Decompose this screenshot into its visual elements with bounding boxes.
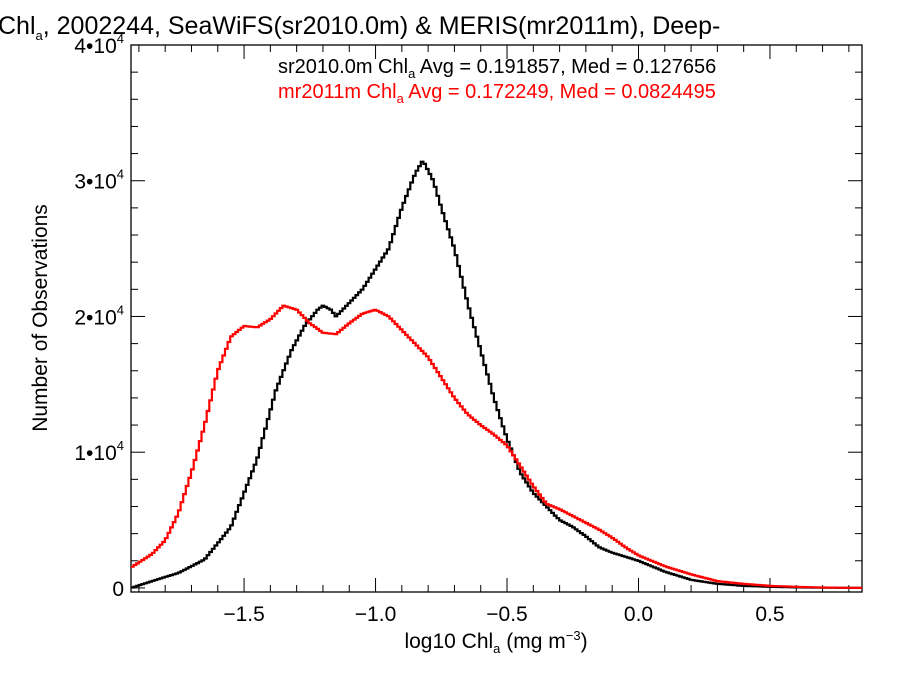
x-tick-label: 0.5 [755,603,784,626]
x-axis-label: log10 Chla (mg m−3) [404,628,587,656]
y-axis-label: Number of Observations [29,204,52,432]
y-tick-label: 2•104 [74,302,124,329]
series-line-sr2010.0m [131,160,862,589]
x-tick-label: −0.5 [486,603,527,626]
y-tick-label: 0 [112,578,124,601]
x-tick-label: −1.0 [355,603,396,626]
y-tick-label: 3•104 [74,167,124,194]
y-tick-label: 4•104 [74,31,124,58]
y-axis-ticks [131,44,862,589]
y-axis-tick-labels: 0 1•104 2•104 3•104 4•104 [74,31,124,601]
legend-entry-mr2011: mr2011m Chla Avg = 0.172249, Med = 0.082… [278,81,716,106]
chart-title: Chla, 2002244, SeaWiFS(sr2010.0m) & MERI… [0,12,720,43]
legend-entry-sr2010: sr2010.0m Chla Avg = 0.191857, Med = 0.1… [278,56,716,81]
x-tick-label: −1.5 [223,603,264,626]
y-tick-label: 1•104 [74,438,124,465]
series-group [131,160,862,589]
x-axis-ticks [138,45,850,592]
series-line-mr2011m [131,304,862,589]
plot-frame [130,44,863,593]
x-tick-label: 0.0 [624,603,653,626]
x-axis-tick-labels: −1.5 −1.0 −0.5 0.0 0.5 [223,603,784,626]
